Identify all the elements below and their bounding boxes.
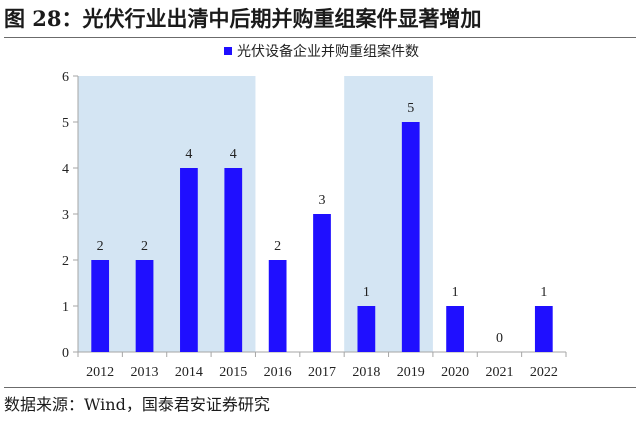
chart-legend: 光伏设备企业并购重组案件数 xyxy=(224,43,419,60)
data-label-2012: 2 xyxy=(97,239,104,254)
y-tick-label-1: 1 xyxy=(62,300,69,315)
y-tick-label-3: 3 xyxy=(62,208,69,223)
highlight-bands xyxy=(78,76,433,352)
data-label-2018: 1 xyxy=(363,285,370,300)
data-label-2013: 2 xyxy=(141,239,148,254)
bar-2016 xyxy=(268,260,287,352)
bar-2014 xyxy=(180,168,198,352)
y-axis: 0 1 2 3 4 5 6 xyxy=(62,70,79,361)
x-tick-label-2014: 2014 xyxy=(175,365,203,380)
x-tick-label-2017: 2017 xyxy=(308,365,336,380)
source-note: 数据来源：Wind，国泰君安证券研究 xyxy=(4,395,270,414)
bar-2022 xyxy=(534,306,553,352)
y-tick-label-6: 6 xyxy=(62,70,69,85)
data-label-2015: 4 xyxy=(230,147,237,162)
bar-2013 xyxy=(135,260,154,352)
y-tick-label-0: 0 xyxy=(62,346,69,361)
x-tick-label-2012: 2012 xyxy=(86,365,114,380)
data-label-2017: 3 xyxy=(319,193,326,208)
bar-2012 xyxy=(91,260,110,352)
x-tick-label-2018: 2018 xyxy=(352,365,380,380)
bar-series xyxy=(91,122,553,352)
x-tick-label-2019: 2019 xyxy=(397,365,425,380)
x-tick-label-2022: 2022 xyxy=(530,365,558,380)
bar-2015 xyxy=(224,168,243,352)
x-tick-label-2021: 2021 xyxy=(485,365,513,380)
bar-2017 xyxy=(313,214,331,352)
data-labels: 2 2 4 4 2 3 1 5 1 0 1 xyxy=(97,101,548,346)
y-tick-label-2: 2 xyxy=(62,254,69,269)
x-tick-label-2013: 2013 xyxy=(131,365,159,380)
x-axis: 2012 2013 2014 2015 2016 2017 2018 2019 2020 2021… xyxy=(77,351,567,380)
title-divider xyxy=(4,37,636,38)
x-tick-label-2020: 2020 xyxy=(441,365,469,380)
bar-2020 xyxy=(446,306,464,352)
data-label-2022: 1 xyxy=(540,285,547,300)
y-tick-label-4: 4 xyxy=(62,162,69,177)
source-divider xyxy=(4,387,636,388)
data-label-2014: 4 xyxy=(185,147,192,162)
legend-label: 光伏设备企业并购重组案件数 xyxy=(237,43,419,60)
legend-swatch xyxy=(224,47,232,55)
x-tick-label-2015: 2015 xyxy=(219,365,247,380)
data-label-2020: 1 xyxy=(452,285,459,300)
bar-2019 xyxy=(401,122,420,352)
figure-title: 图 28：光伏行业出清中后期并购重组案件显著增加 xyxy=(4,6,482,31)
bar-2018 xyxy=(357,306,376,352)
y-tick-label-5: 5 xyxy=(62,116,69,131)
data-label-2019: 5 xyxy=(407,101,414,116)
data-label-2016: 2 xyxy=(274,239,281,254)
x-tick-label-2016: 2016 xyxy=(264,365,292,380)
data-label-2021: 0 xyxy=(496,331,503,346)
